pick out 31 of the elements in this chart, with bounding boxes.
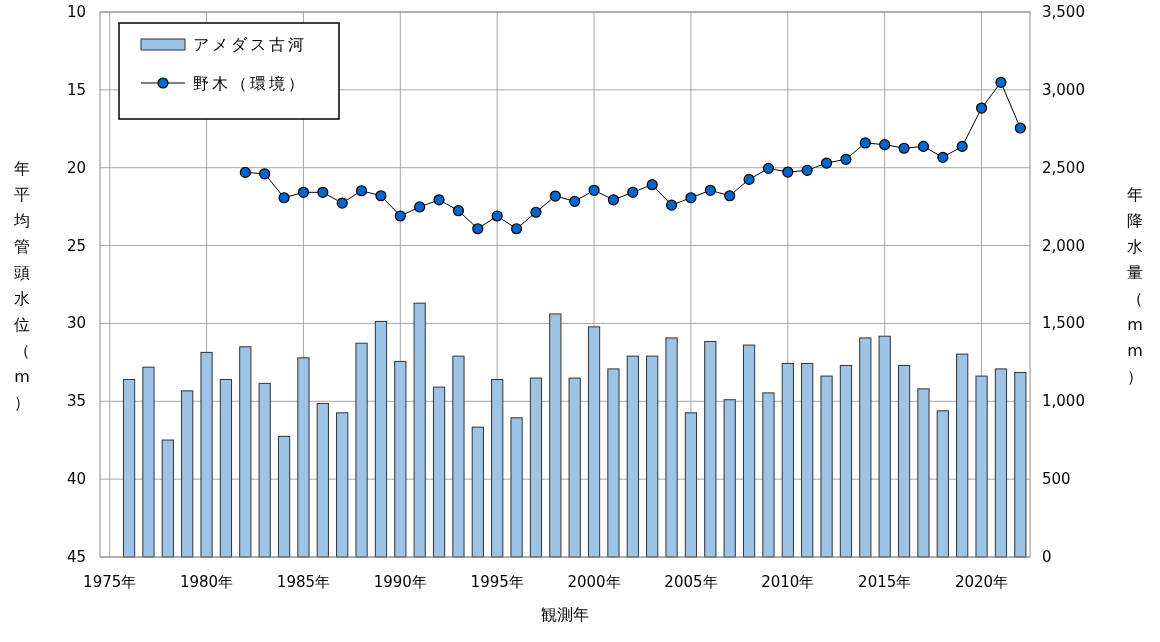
- x-tick-label: 2015年: [858, 573, 912, 591]
- y-tick-label: 45: [66, 548, 86, 566]
- y-tick-label: 35: [66, 392, 86, 411]
- y2-axis-title: 年降水量（mm）: [1127, 184, 1143, 386]
- x-tick-label: 1995年: [470, 573, 524, 591]
- y2-tick-label: 1,500: [1042, 314, 1085, 333]
- x-tick-label: 1975年: [83, 573, 137, 591]
- legend-label: 野木（環境）: [193, 74, 307, 93]
- y-tick-label: 30: [66, 314, 86, 333]
- y-tick-label: 40: [66, 470, 86, 489]
- x-tick-label: 1990年: [373, 573, 427, 591]
- y-tick-label: 15: [66, 80, 86, 99]
- y-tick-label: 20: [66, 158, 86, 177]
- y2-tick-label: 2,000: [1042, 236, 1085, 255]
- y2-tick-label: 2,500: [1042, 158, 1085, 177]
- x-tick-label: 2000年: [567, 573, 621, 591]
- y2-tick-label: 3,000: [1042, 80, 1085, 99]
- x-tick-label: 2020年: [954, 573, 1009, 591]
- x-axis-title: 観測年: [541, 605, 589, 624]
- y2-tick-label: 1,000: [1042, 392, 1085, 411]
- x-tick-label: 2005年: [664, 573, 718, 591]
- y-tick-label: 10: [66, 3, 86, 21]
- y2-tick-label: 500: [1042, 470, 1071, 489]
- y2-tick-label: 3,500: [1042, 3, 1085, 21]
- legend-label: アメダス古河: [193, 35, 307, 54]
- x-tick-label: 2010年: [761, 573, 815, 591]
- y-tick-label: 25: [66, 236, 86, 255]
- text: 年平均管頭水位（m）: [14, 158, 30, 412]
- x-tick-label: 1985年: [276, 573, 331, 591]
- x-tick-label: 1980年: [179, 573, 234, 591]
- y2-tick-label: 0: [1042, 548, 1052, 566]
